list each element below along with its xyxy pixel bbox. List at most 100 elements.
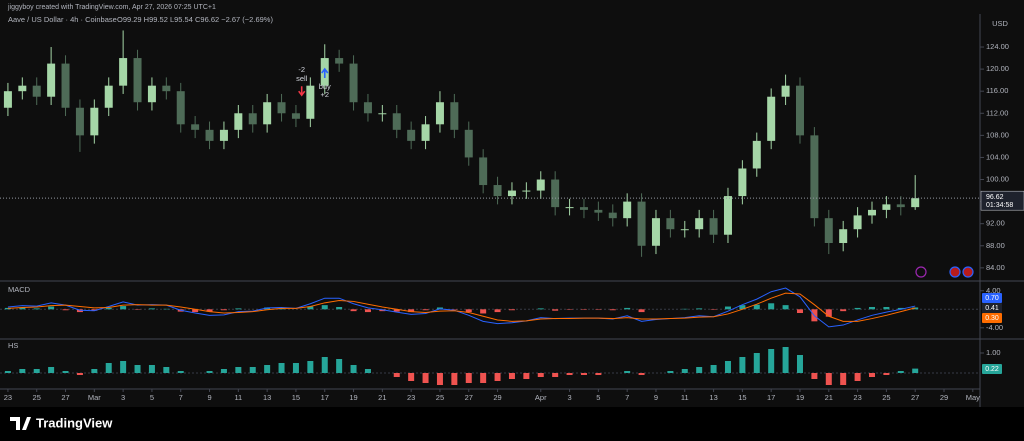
histogram-bar	[422, 309, 429, 311]
histogram-bar	[465, 309, 472, 313]
candle-body	[767, 96, 776, 141]
histogram-bar	[177, 371, 184, 373]
histogram-bar	[393, 373, 400, 377]
candle-body	[680, 229, 689, 231]
x-tick-label: 15	[738, 393, 746, 402]
histogram-bar	[753, 353, 760, 373]
histogram-bar	[667, 371, 674, 373]
x-tick-label: 25	[882, 393, 890, 402]
histogram-bar	[508, 309, 515, 311]
x-tick-label: 3	[567, 393, 571, 402]
candle-body	[291, 113, 300, 119]
x-tick-label: 23	[853, 393, 861, 402]
y-tick-label: 100.00	[986, 175, 1009, 184]
histogram-bar	[220, 369, 227, 373]
x-tick-label: 19	[349, 393, 357, 402]
histogram-bar	[105, 307, 112, 310]
histogram-bar	[710, 365, 717, 373]
x-tick-label: 7	[625, 393, 629, 402]
histogram-bar	[796, 355, 803, 373]
candle-body	[709, 218, 718, 235]
histogram-bar	[897, 307, 904, 310]
x-tick-label: 5	[596, 393, 600, 402]
histogram-bar	[33, 369, 40, 373]
histogram-bar	[408, 309, 415, 313]
histogram-bar	[868, 306, 875, 310]
histogram-bar	[235, 308, 242, 310]
histogram-bar	[465, 373, 472, 383]
x-tick-label: 25	[33, 393, 41, 402]
signal-label: sell	[296, 74, 308, 83]
histogram-bar	[638, 309, 645, 313]
candle-body	[882, 204, 891, 210]
event-icon[interactable]	[962, 266, 974, 278]
x-tick-label: 25	[436, 393, 444, 402]
candle-body	[839, 229, 848, 244]
candle-body	[579, 207, 588, 210]
candle-body	[623, 201, 632, 219]
event-icon[interactable]	[915, 266, 927, 278]
y-tick-label: 92.00	[986, 219, 1005, 228]
last-price-badge	[980, 190, 1024, 211]
signal-label: +2	[320, 90, 329, 99]
x-tick-label: Mar	[88, 393, 101, 402]
histogram-bar	[796, 309, 803, 314]
x-tick-label: 27	[61, 393, 69, 402]
candle-body	[47, 63, 56, 97]
histogram-bar	[120, 361, 127, 373]
candle-body	[18, 85, 27, 92]
histogram-bar	[393, 309, 400, 312]
candle-body	[781, 85, 790, 97]
histogram-bar	[350, 365, 357, 373]
x-tick-label: 29	[940, 393, 948, 402]
candle-body	[176, 91, 185, 125]
histogram-bar	[4, 307, 11, 310]
candle-body	[378, 113, 387, 115]
value-badge-label: 0.70	[985, 295, 999, 302]
histogram-bar	[811, 373, 818, 379]
histogram-bar	[436, 373, 443, 385]
candle-body	[349, 63, 358, 103]
histogram-bar	[696, 367, 703, 373]
histogram-bar	[768, 303, 775, 310]
candle-body	[219, 129, 228, 141]
x-tick-label: 27	[465, 393, 473, 402]
candle-body	[104, 85, 113, 108]
histogram-bar	[451, 373, 458, 385]
histogram-bar	[307, 361, 314, 373]
candle-body	[191, 124, 200, 130]
histogram-bar	[480, 373, 487, 383]
histogram-bar	[883, 306, 890, 310]
candle-body	[147, 85, 156, 103]
candle-body	[752, 140, 761, 169]
signal-label: -2	[298, 65, 305, 74]
candle-body	[248, 113, 257, 125]
brand-name: TradingView	[36, 415, 113, 430]
histogram-bar	[868, 373, 875, 377]
brand-logo	[10, 417, 31, 430]
histogram-bar	[148, 308, 155, 310]
histogram-bar	[364, 309, 371, 313]
candle-body	[594, 209, 603, 213]
event-icon[interactable]	[949, 266, 961, 278]
candle-body	[363, 102, 372, 114]
histogram-bar	[33, 308, 40, 310]
histogram-bar	[220, 309, 227, 311]
histogram-bar	[595, 373, 602, 375]
histogram-bar	[307, 306, 314, 310]
histogram-bar	[336, 359, 343, 373]
histogram-bar	[480, 309, 487, 314]
symbol-title: Aave / US Dollar · 4h · Coinbase	[8, 15, 117, 24]
histogram-bar	[782, 305, 789, 310]
y-tick-label: 124.00	[986, 42, 1009, 51]
histogram-bar	[739, 357, 746, 373]
candle-body	[565, 207, 574, 209]
candle-body	[608, 212, 617, 219]
histogram-bar	[206, 371, 213, 373]
ohlc-legend: O99.29 H99.52 L95.54 C96.62 −2.67 (−2.69…	[117, 15, 273, 24]
x-tick-label: 13	[709, 393, 717, 402]
candle-body	[666, 218, 675, 230]
